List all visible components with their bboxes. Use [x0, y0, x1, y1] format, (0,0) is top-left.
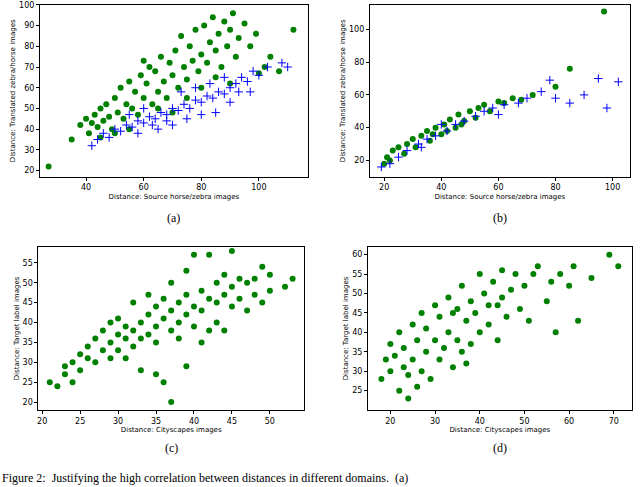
svg-text:70: 70: [609, 417, 619, 426]
svg-text:45: 45: [227, 417, 237, 426]
svg-text:25: 25: [352, 386, 362, 395]
svg-text:Distance: Translated zebra/hor: Distance: Translated zebra/horse images: [339, 19, 347, 162]
svg-text:20: 20: [379, 183, 389, 192]
svg-text:Figure 2: Justifying the high: Figure 2: Justifying the high correlatio…: [2, 471, 408, 485]
svg-text:40: 40: [81, 183, 91, 192]
svg-text:50: 50: [23, 279, 33, 288]
svg-text:100: 100: [605, 183, 620, 192]
svg-text:50: 50: [519, 417, 529, 426]
svg-text:35: 35: [151, 417, 161, 426]
svg-text:45: 45: [23, 298, 33, 307]
svg-text:20: 20: [354, 156, 364, 165]
svg-text:60: 60: [139, 183, 149, 192]
svg-text:35: 35: [352, 348, 362, 357]
svg-text:60: 60: [352, 250, 362, 259]
svg-text:Distance: Target label images: Distance: Target label images: [342, 276, 350, 380]
svg-text:40: 40: [352, 328, 362, 337]
svg-text:30: 30: [113, 417, 123, 426]
svg-text:70: 70: [24, 63, 34, 72]
svg-text:(c): (c): [165, 441, 178, 455]
svg-text:25: 25: [23, 378, 33, 387]
svg-text:40: 40: [23, 318, 33, 327]
svg-text:50: 50: [265, 417, 275, 426]
svg-text:50: 50: [24, 104, 34, 113]
svg-text:Distance: Source horse/zebra i: Distance: Source horse/zebra images: [435, 193, 566, 201]
svg-text:100: 100: [251, 183, 266, 192]
svg-text:Distance: Target label images: Distance: Target label images: [13, 276, 21, 380]
svg-text:40: 40: [475, 417, 485, 426]
svg-text:80: 80: [550, 183, 560, 192]
svg-text:80: 80: [24, 42, 34, 51]
svg-text:20: 20: [385, 417, 395, 426]
svg-text:Distance: Cityscapes images: Distance: Cityscapes images: [449, 426, 550, 434]
svg-text:Distance: Translated zebra/hor: Distance: Translated zebra/horse images: [9, 19, 17, 162]
svg-text:30: 30: [352, 367, 362, 376]
svg-text:80: 80: [196, 183, 206, 192]
svg-text:100: 100: [349, 25, 364, 34]
svg-text:(d): (d): [493, 441, 507, 455]
svg-text:(a): (a): [167, 211, 180, 225]
svg-text:40: 40: [436, 183, 446, 192]
svg-text:40: 40: [24, 125, 34, 134]
svg-text:25: 25: [75, 417, 85, 426]
svg-text:40: 40: [189, 417, 199, 426]
svg-text:Distance: Source horse/zebra i: Distance: Source horse/zebra images: [109, 193, 240, 201]
svg-text:45: 45: [352, 309, 362, 318]
svg-text:50: 50: [352, 289, 362, 298]
svg-text:30: 30: [24, 146, 34, 155]
svg-text:60: 60: [354, 91, 364, 100]
svg-text:55: 55: [23, 259, 33, 268]
svg-text:55: 55: [352, 270, 362, 279]
svg-text:60: 60: [493, 183, 503, 192]
svg-text:80: 80: [354, 58, 364, 67]
svg-text:30: 30: [430, 417, 440, 426]
svg-text:100: 100: [19, 1, 34, 10]
svg-text:(b): (b): [493, 211, 507, 225]
svg-text:Distance: Cityscapes images: Distance: Cityscapes images: [121, 426, 222, 434]
svg-text:40: 40: [354, 123, 364, 132]
svg-text:60: 60: [24, 84, 34, 93]
svg-text:30: 30: [23, 358, 33, 367]
svg-text:20: 20: [23, 398, 33, 407]
svg-text:20: 20: [37, 417, 47, 426]
svg-text:60: 60: [564, 417, 574, 426]
svg-text:35: 35: [23, 338, 33, 347]
svg-text:90: 90: [24, 21, 34, 30]
svg-text:20: 20: [24, 166, 34, 175]
